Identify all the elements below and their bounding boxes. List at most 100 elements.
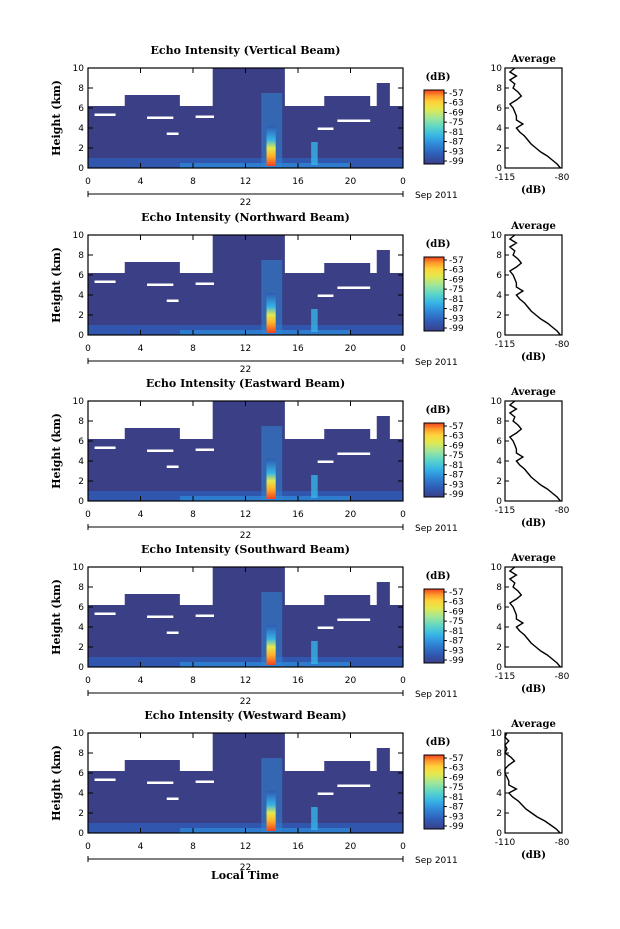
avg-y-tick-label: 6 [496,603,502,613]
colorbar-tick-label: -75 [449,783,464,793]
x-tick-label: 12 [240,842,251,852]
avg-x-tick-label: -115 [495,173,515,183]
y-tick-label: 6 [78,769,84,779]
date-day: 22 [240,365,251,375]
echo-patch [124,428,180,439]
no-echo-gap [337,784,371,787]
colorbar [423,256,445,332]
x-tick-label: 8 [190,344,196,354]
echo-patch [324,429,371,439]
y-tick-label: 8 [78,417,84,427]
no-echo-gap [147,615,174,618]
plume-core [266,459,276,499]
no-echo-gap [166,465,179,468]
no-echo-gap [94,612,116,615]
x-tick-label: 12 [240,510,251,520]
no-echo-gap [195,614,214,617]
date-day: 22 [240,198,251,208]
secondary-cell [311,475,318,498]
colorbar-tick-label: -81 [449,793,464,803]
x-tick-label: 8 [190,842,196,852]
chart-title: Echo Intensity (Southward Beam) [141,543,350,556]
no-echo-gap [147,781,174,784]
avg-y-tick-label: 10 [491,64,503,74]
no-echo-gap [195,115,214,118]
avg-y-tick-label: 10 [491,729,503,739]
avg-y-tick-label: 2 [496,477,502,487]
y-tick-label: 6 [78,104,84,114]
colorbar-tick-label: -57 [449,422,464,432]
no-echo-gap [147,283,174,286]
y-axis-label: Height (km) [50,247,63,323]
average-title: Average [510,553,556,564]
no-echo-gap [317,792,334,795]
x-tick-label: 0 [85,510,91,520]
colorbar [423,89,445,165]
colorbar-tick-label: -69 [449,441,464,451]
y-tick-label: 4 [78,291,84,301]
no-echo-gap [317,294,334,297]
x-tick-label: 4 [138,676,144,686]
y-tick-label: 4 [78,789,84,799]
y-tick-label: 10 [73,729,85,739]
x-tick-label: 0 [85,676,91,686]
avg-y-tick-label: 2 [496,311,502,321]
x-tick-label: 0 [400,842,406,852]
colorbar [423,422,445,498]
plume-core [266,126,276,166]
date-month-year: Sep 2011 [415,690,458,700]
panel-0: Echo Intensity (Vertical Beam) 0 2 4 6 8 10 Hei… [50,44,570,208]
echo-patch [124,262,180,273]
y-axis-label: Height (km) [50,80,63,156]
avg-x-tick-label: -115 [495,672,515,682]
secondary-cell [311,641,318,664]
date-month-year: Sep 2011 [415,191,458,201]
y-tick-label: 6 [78,603,84,613]
x-tick-label: 20 [345,344,357,354]
x-tick-label: 4 [138,344,144,354]
y-tick-label: 2 [78,144,84,154]
echo-patch [376,582,390,605]
x-tick-label: 12 [240,177,251,187]
colorbar-tick-label: -75 [449,118,464,128]
y-tick-label: 6 [78,271,84,281]
colorbar-tick-label: -87 [449,803,464,813]
no-echo-gap [94,113,116,116]
y-tick-label: 4 [78,623,84,633]
colorbar-tick-label: -63 [449,432,464,442]
y-tick-label: 0 [78,663,84,673]
avg-y-tick-label: 2 [496,809,502,819]
echo-layer-low [88,771,403,833]
colorbar-label: (dB) [426,239,451,250]
x-tick-label: 20 [345,676,357,686]
y-tick-label: 8 [78,583,84,593]
x-tick-label: 16 [292,676,304,686]
colorbar-label: (dB) [426,405,451,416]
y-tick-label: 0 [78,829,84,839]
x-tick-label: 4 [138,510,144,520]
heatmap [88,401,403,501]
avg-y-tick-label: 0 [496,164,502,174]
echo-layer-low [88,439,403,501]
x-tick-label: 8 [190,510,196,520]
no-echo-gap [166,299,179,302]
x-tick-label: 0 [85,842,91,852]
y-tick-label: 8 [78,84,84,94]
x-tick-label: 4 [138,842,144,852]
date-month-year: Sep 2011 [415,856,458,866]
colorbar-tick-label: -57 [449,89,464,99]
average-profile-line [508,400,561,502]
date-day: 22 [240,531,251,541]
average-title: Average [510,221,556,232]
avg-x-tick-label: -80 [555,506,570,516]
colorbar-tick-label: -57 [449,588,464,598]
echo-layer-low [88,605,403,667]
colorbar-tick-label: -75 [449,617,464,627]
x-tick-label: 20 [345,842,357,852]
colorbar-tick-label: -81 [449,295,464,305]
avg-y-tick-label: 2 [496,643,502,653]
echo-patch [376,250,390,273]
avg-y-tick-label: 0 [496,663,502,673]
x-tick-label: 12 [240,676,251,686]
x-tick-label: 8 [190,676,196,686]
